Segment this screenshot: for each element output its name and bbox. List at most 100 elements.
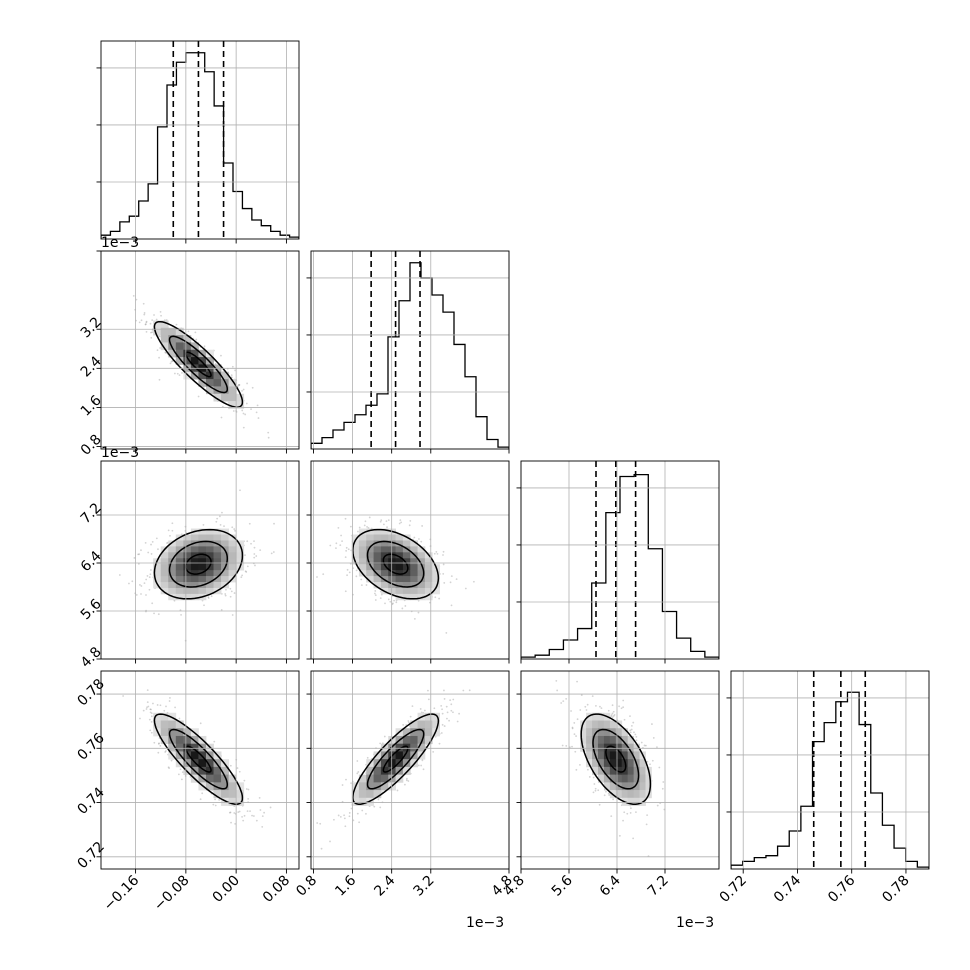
sample-point bbox=[630, 728, 633, 731]
density-cell bbox=[160, 564, 169, 571]
sample-point bbox=[646, 760, 649, 763]
sample-point bbox=[146, 689, 149, 691]
density-cell bbox=[183, 349, 192, 358]
density-cell bbox=[213, 570, 222, 577]
density-cell bbox=[586, 743, 593, 752]
sample-point bbox=[316, 822, 319, 824]
sample-point bbox=[233, 812, 236, 814]
sample-point bbox=[241, 390, 243, 392]
sample-point bbox=[607, 792, 610, 795]
density-cell bbox=[603, 720, 611, 729]
sample-point bbox=[379, 597, 382, 600]
sample-point bbox=[395, 601, 398, 604]
density-cell bbox=[190, 564, 199, 571]
sample-point bbox=[417, 599, 420, 602]
sample-point bbox=[149, 322, 152, 325]
density-cell bbox=[205, 371, 214, 380]
y-tick-label: 0.72 bbox=[75, 839, 108, 872]
sample-point bbox=[608, 794, 611, 796]
sample-point bbox=[464, 587, 467, 590]
sample-point bbox=[156, 704, 159, 706]
sample-point bbox=[273, 522, 275, 525]
sample-point bbox=[339, 816, 342, 818]
sample-point bbox=[244, 570, 247, 573]
density-cell bbox=[432, 587, 440, 595]
density-cell bbox=[621, 728, 629, 737]
sample-point bbox=[575, 735, 577, 737]
density-cell bbox=[183, 735, 192, 745]
density-cell bbox=[358, 774, 367, 783]
sample-point bbox=[138, 583, 141, 586]
sample-point bbox=[241, 409, 244, 412]
sample-point bbox=[267, 436, 270, 439]
sample-point bbox=[150, 731, 153, 734]
density-cell bbox=[175, 552, 184, 559]
sample-point bbox=[374, 590, 377, 592]
sample-point bbox=[251, 814, 253, 817]
density-cell bbox=[373, 790, 382, 799]
sample-point bbox=[345, 778, 347, 781]
density-cell bbox=[190, 342, 199, 351]
density-cell bbox=[228, 774, 237, 783]
density-cell bbox=[366, 774, 374, 783]
density-cell bbox=[603, 774, 611, 783]
sample-point bbox=[170, 360, 173, 363]
sample-point bbox=[337, 526, 340, 529]
sample-point bbox=[233, 528, 236, 530]
sample-point bbox=[656, 746, 658, 749]
sample-point bbox=[443, 725, 446, 727]
sample-point bbox=[148, 576, 151, 579]
y-tick-label: 0.74 bbox=[75, 784, 108, 817]
sample-point bbox=[449, 699, 452, 702]
sample-point bbox=[173, 372, 176, 375]
density-cell bbox=[228, 393, 237, 402]
sample-point bbox=[220, 354, 222, 357]
density-cell bbox=[198, 587, 207, 595]
sample-point bbox=[399, 519, 402, 522]
density-cell bbox=[597, 743, 605, 752]
density-cell bbox=[198, 534, 207, 541]
sample-point bbox=[440, 705, 443, 707]
density-cell bbox=[621, 735, 629, 745]
density-cell bbox=[417, 743, 426, 752]
density-cell bbox=[190, 582, 199, 589]
density-cell bbox=[183, 357, 192, 365]
histogram-panel-4: 0.72 0.74 0.76 0.78 bbox=[717, 670, 930, 906]
sample-point bbox=[214, 804, 217, 807]
sample-point bbox=[443, 698, 446, 700]
density-cell bbox=[380, 570, 389, 577]
density-cell bbox=[615, 743, 623, 752]
sample-point bbox=[257, 417, 260, 419]
density-cell bbox=[417, 564, 426, 571]
sample-point bbox=[333, 818, 335, 821]
density-cell bbox=[597, 712, 605, 721]
x-tick-label: 0.74 bbox=[771, 872, 804, 905]
density-cell bbox=[633, 743, 640, 752]
sample-point bbox=[656, 804, 659, 807]
sample-point bbox=[350, 807, 353, 810]
sample-point bbox=[237, 384, 240, 386]
sample-point bbox=[449, 581, 452, 584]
contour-line-1 bbox=[382, 553, 409, 575]
sample-point bbox=[568, 746, 571, 749]
sample-point bbox=[421, 759, 424, 762]
sample-point bbox=[155, 318, 158, 321]
plot-area bbox=[311, 251, 509, 449]
density-cell bbox=[168, 546, 177, 553]
density-cell bbox=[402, 751, 411, 760]
x-tick-label: 7.2 bbox=[645, 873, 672, 900]
sample-point bbox=[343, 814, 346, 817]
density-cell bbox=[183, 593, 192, 601]
density-cell bbox=[168, 540, 177, 547]
sample-point bbox=[244, 554, 246, 556]
sample-point bbox=[456, 720, 459, 723]
sample-point bbox=[364, 520, 367, 523]
sample-point bbox=[579, 709, 582, 711]
sample-point bbox=[199, 722, 202, 725]
density-cell bbox=[380, 582, 389, 589]
sample-point bbox=[622, 699, 625, 702]
sample-point bbox=[138, 553, 141, 556]
sample-point bbox=[139, 717, 141, 720]
density-cell bbox=[168, 582, 177, 589]
